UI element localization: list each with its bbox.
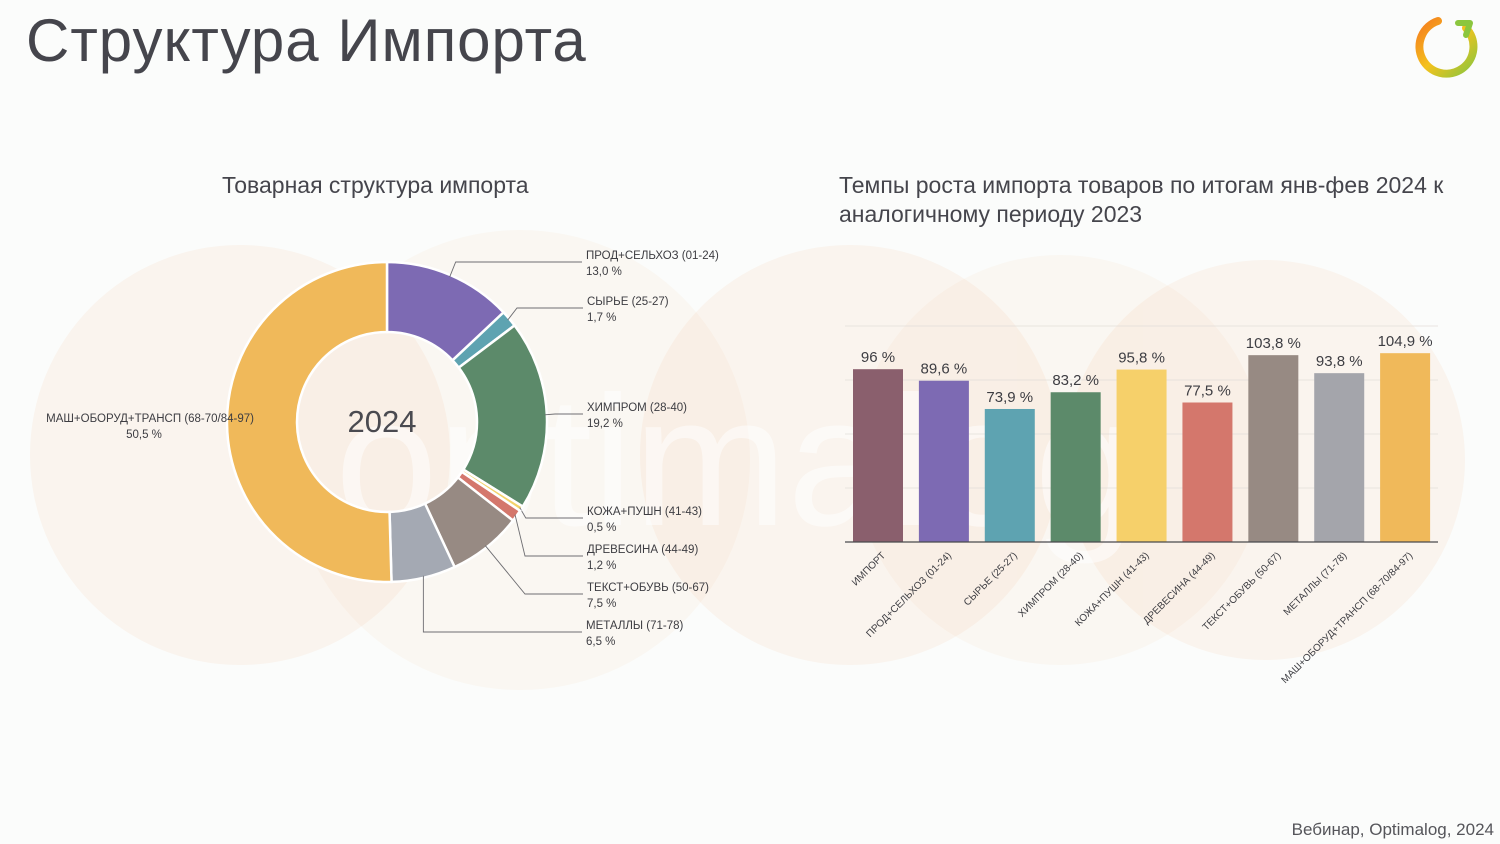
optimalog-ring-logo-icon	[1415, 17, 1478, 78]
bar-category-label: ИМПОРТ	[850, 550, 888, 588]
donut-leader-line	[507, 307, 583, 321]
donut-slice-value: 50,5 %	[126, 429, 162, 441]
donut-slice-value: 1,7 %	[587, 312, 616, 324]
donut-slice-label: КОЖА+ПУШН (41-43)	[587, 506, 702, 518]
bar-category-label: ТЕКСТ+ОБУВЬ (50-67)	[1201, 550, 1284, 633]
donut-slice-value: 6,5 %	[586, 636, 615, 648]
bar-value-label: 83,2 %	[1052, 372, 1099, 389]
donut-leader-line	[422, 575, 582, 633]
donut-leader-line	[514, 514, 583, 557]
bar-value-label: 103,8 %	[1246, 335, 1301, 352]
donut-center-label: 2024	[348, 404, 417, 439]
donut-chart-title: Товарная структура импорта	[222, 172, 529, 198]
bar-value-label: 77,5 %	[1184, 383, 1231, 400]
bar-category-label: КОЖА+ПУШН (41-43)	[1073, 550, 1151, 628]
donut-slice-label: МАШ+ОБОРУД+ТРАНСП (68-70/84-97)	[46, 413, 254, 425]
bar	[1050, 392, 1101, 542]
bar-category-label: ХИМПРОМ (28-40)	[1017, 550, 1086, 619]
donut-slice-value: 0,5 %	[587, 522, 616, 534]
donut-slice-label: СЫРЬЕ (25-27)	[587, 296, 669, 308]
bar	[984, 408, 1035, 542]
bar-value-label: 95,8 %	[1118, 350, 1165, 367]
bar-category-label: МЕТАЛЛЫ (71-78)	[1282, 550, 1350, 618]
donut-leader-line	[449, 261, 582, 278]
footer-caption: Вебинар, Optimalog, 2024	[1291, 820, 1494, 839]
bar	[1182, 402, 1233, 542]
donut-slice-value: 19,2 %	[587, 418, 623, 430]
donut-leader-line	[544, 413, 583, 416]
bar-category-label: СЫРЬЕ (25-27)	[962, 550, 1020, 608]
bar	[1116, 369, 1167, 542]
bar-value-label: 93,8 %	[1316, 353, 1363, 370]
donut-leader-line	[484, 545, 583, 595]
donut-slice-value: 1,2 %	[587, 560, 616, 572]
donut-slice-value: 7,5 %	[587, 598, 616, 610]
donut-slice-value: 13,0 %	[586, 266, 622, 278]
donut-slice-label: ДРЕВЕСИНА (44-49)	[587, 544, 698, 556]
bar-category-label: МАШ+ОБОРУД+ТРАНСП (68-70/84-97)	[1280, 550, 1416, 686]
bar-value-label: 104,9 %	[1378, 333, 1433, 350]
bar-value-label: 73,9 %	[986, 389, 1033, 406]
bar-category-label: ДРЕВЕСИНА (44-49)	[1141, 550, 1217, 626]
donut-slice-label: ПРОД+СЕЛЬХОЗ (01-24)	[586, 250, 719, 262]
donut-slice-label: МЕТАЛЛЫ (71-78)	[586, 620, 684, 632]
page-title: Структура Импорта	[26, 7, 587, 74]
bar-chart-title: Темпы роста импорта товаров по итогам ян…	[839, 172, 1444, 227]
donut-slice	[457, 323, 549, 509]
bar	[853, 369, 903, 542]
bar	[1248, 355, 1299, 542]
bar	[918, 380, 969, 542]
bar-value-label: 89,6 %	[921, 361, 968, 378]
bar	[1380, 353, 1431, 542]
donut-slice-label: ТЕКСТ+ОБУВЬ (50-67)	[587, 582, 709, 594]
bar-value-label: 96 %	[861, 349, 895, 366]
donut-leader-line	[519, 507, 583, 519]
donut-slice-label: ХИМПРОМ (28-40)	[587, 402, 687, 414]
bar	[1314, 373, 1365, 542]
donut-slice	[225, 260, 393, 584]
